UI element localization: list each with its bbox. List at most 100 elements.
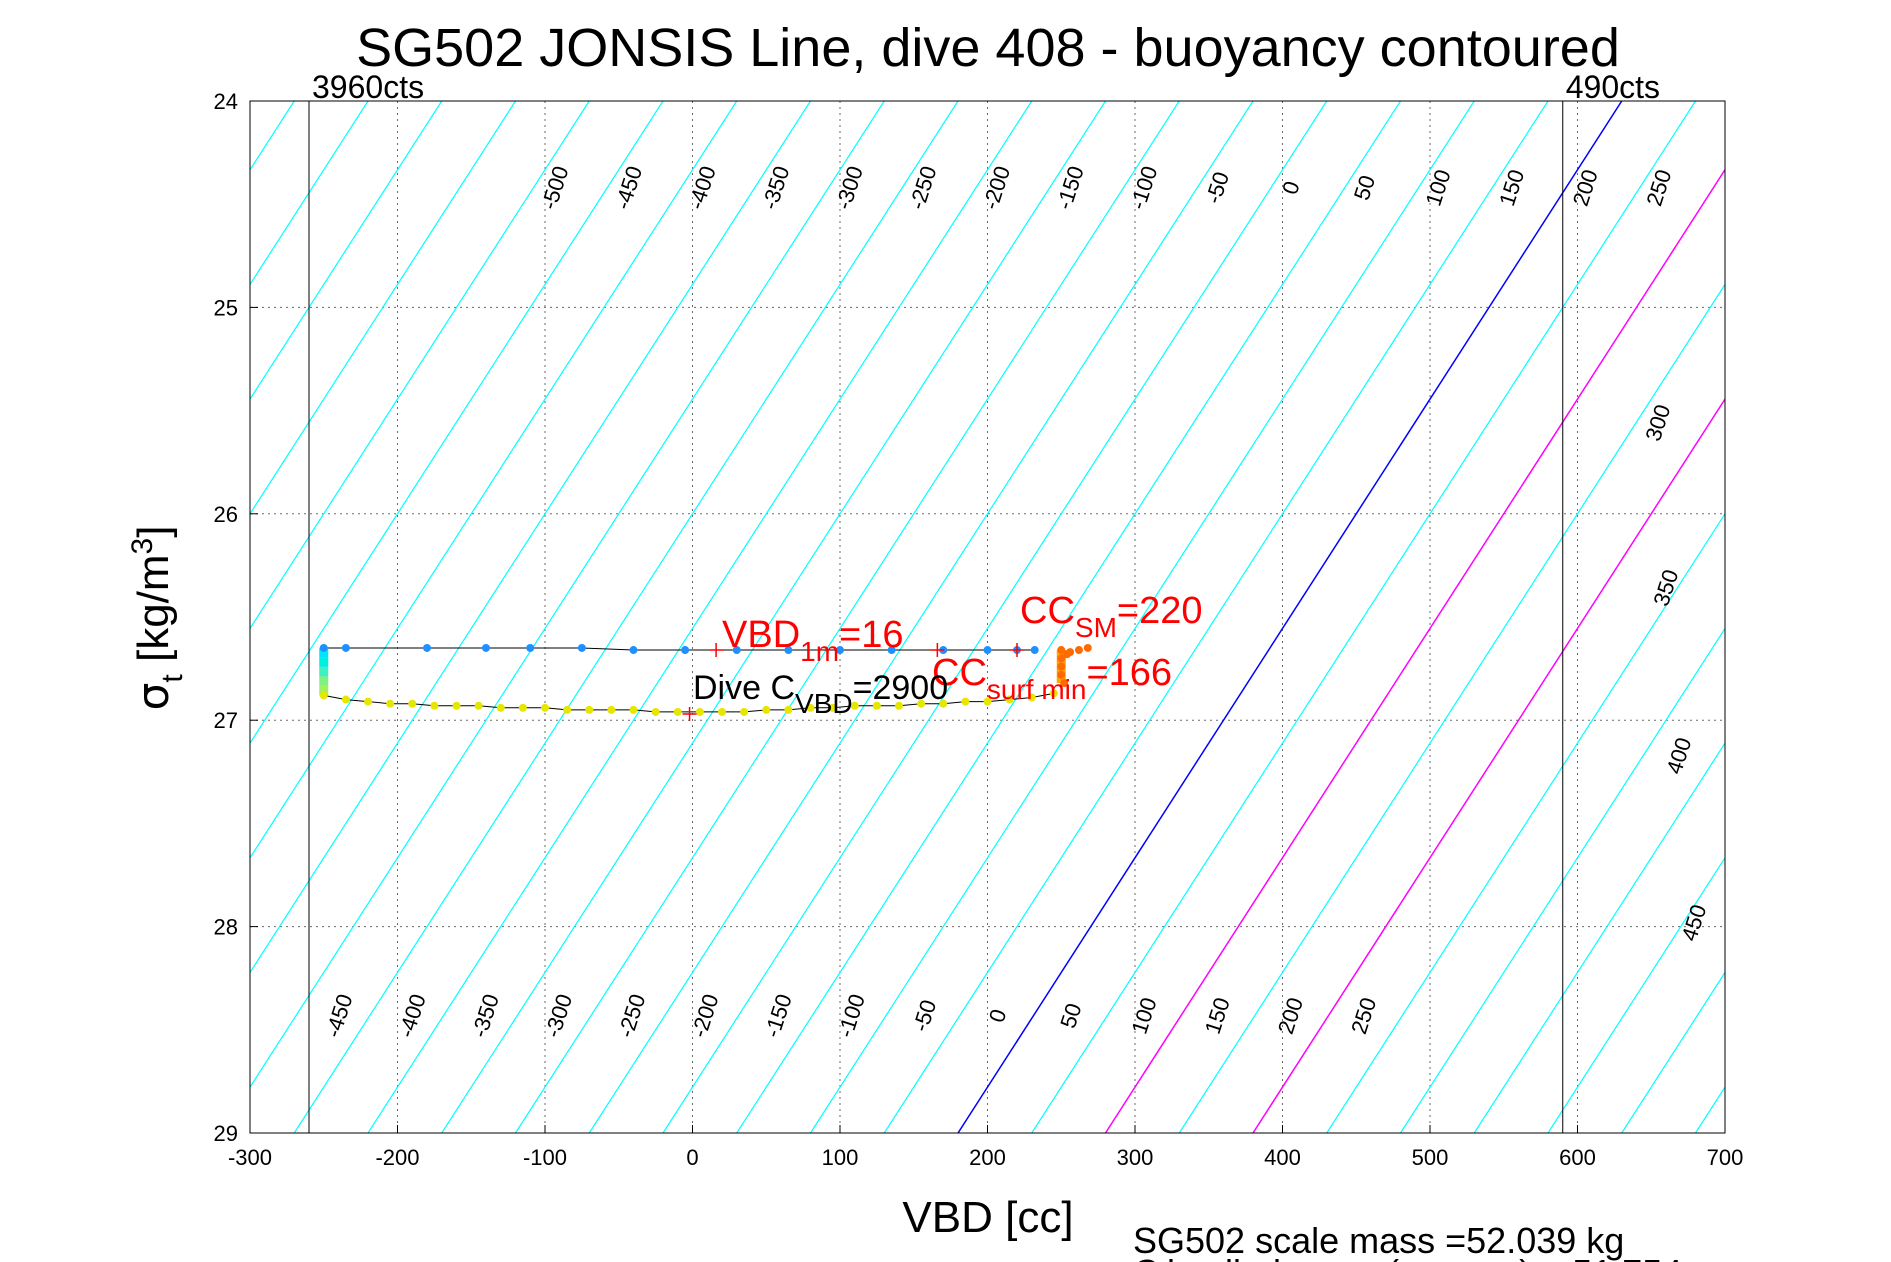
climb-point	[695, 707, 704, 716]
contour-line	[883, 101, 1549, 1133]
contour-line	[250, 101, 590, 630]
contour-line	[588, 101, 1254, 1133]
climb-point	[1005, 695, 1014, 704]
contour-label-bottom: -50	[908, 997, 942, 1035]
climb-point	[364, 697, 372, 706]
contour-line	[1621, 971, 1725, 1133]
contour-label-bottom: 100	[1127, 994, 1162, 1037]
plus-marker	[709, 643, 724, 658]
x-tick-label: -100	[523, 1145, 567, 1170]
dive-point	[784, 646, 793, 655]
climb-point	[518, 703, 527, 712]
count-limit-lines: 3960cts 490cts	[308, 69, 1660, 1133]
x-axis-label: VBD [cc]	[902, 1193, 1073, 1242]
contour-label-bottom: 50	[1055, 1000, 1086, 1031]
apogee-point	[1083, 643, 1092, 652]
contour-line	[250, 101, 443, 401]
x-tick-label: 500	[1412, 1145, 1449, 1170]
x-axis-ticks: -300 -200 -100 0 100 200 300 400 500 600 700	[228, 1125, 1743, 1170]
dive-point	[1030, 646, 1039, 655]
contour-line	[367, 101, 1033, 1133]
contour-line	[1252, 397, 1725, 1133]
climb-point	[408, 699, 417, 708]
apogee-point	[1060, 679, 1069, 688]
climb-point	[563, 705, 572, 714]
climb-point	[828, 703, 837, 712]
climb-point	[629, 705, 638, 714]
count-limit-label: 490cts	[1566, 69, 1660, 105]
contour-label-bottom: 200	[1273, 994, 1308, 1037]
climb-point	[651, 707, 660, 716]
apogee-point	[1057, 646, 1066, 655]
climb-point	[939, 699, 948, 708]
contour-label-bottom: -150	[759, 991, 796, 1041]
dive-point	[681, 646, 690, 655]
contour-line	[1547, 856, 1725, 1133]
x-tick-label: 100	[822, 1145, 859, 1170]
contour-line	[1178, 283, 1725, 1133]
contour-line	[250, 101, 664, 745]
contour-line	[514, 101, 1180, 1133]
x-tick-label: 400	[1264, 1145, 1301, 1170]
contour-label-top: -450	[610, 163, 647, 213]
contour-label-top: 0	[1277, 178, 1305, 197]
climb-point	[895, 701, 903, 710]
apogee-point	[1074, 646, 1083, 655]
contour-label-top: 50	[1349, 172, 1380, 203]
contour-label-bottom: -100	[833, 991, 870, 1041]
contour-line	[250, 101, 885, 1089]
annotation-dive-c-vbd: Dive CVBD=2900	[693, 669, 948, 719]
y-tick-label: 25	[214, 295, 238, 320]
dive-point	[887, 646, 896, 655]
svg-text:VBD1m=16: VBD1m=16	[722, 614, 904, 667]
climb-point	[850, 701, 859, 710]
contour-label-top: 200	[1568, 166, 1603, 209]
climb-point	[452, 701, 461, 710]
y-tick-label: 27	[214, 708, 238, 733]
plus-marker	[930, 643, 945, 658]
contour-line	[250, 101, 812, 974]
contour-label-top: 100	[1421, 166, 1456, 209]
chart-title: SG502 JONSIS Line, dive 408 - buoyancy c…	[356, 18, 1620, 78]
annotation-cc-sm: CCSM=220	[1020, 590, 1202, 643]
contour-label-bottom: -400	[393, 991, 430, 1041]
dive-point	[836, 646, 844, 655]
dive-point	[577, 643, 586, 652]
footer-scale-mass: SG502 scale mass =52.039 kg	[1133, 1220, 1624, 1261]
svg-text:σt [kg/m3]: σt [kg/m3]	[126, 526, 189, 711]
contour-line	[1031, 101, 1697, 1133]
contour-label-top: -100	[1125, 163, 1162, 213]
contour-line	[662, 101, 1328, 1133]
contour-label-right: 350	[1648, 566, 1683, 609]
contour-line	[1473, 742, 1725, 1133]
climb-point	[607, 705, 616, 714]
climb-point	[474, 701, 483, 710]
climb-point	[740, 707, 749, 716]
climb-point	[718, 707, 726, 716]
svg-text:CCsurf min=166: CCsurf min=166	[932, 652, 1172, 705]
contour-label-right: 450	[1676, 901, 1711, 944]
contour-label-bottom: 0	[984, 1006, 1012, 1025]
x-tick-label: -200	[375, 1145, 419, 1170]
y-tick-label: 29	[214, 1121, 238, 1146]
dive-point	[526, 643, 535, 652]
climb-point	[961, 697, 970, 706]
dive-point	[482, 643, 490, 652]
dive-point	[319, 643, 328, 652]
annotation-cc-surf-min: CCsurf min=166	[932, 652, 1172, 705]
climb-point	[1049, 689, 1058, 698]
footer-implied-mass: Cimplied mass (apogee) = 51.754	[1133, 1252, 1682, 1262]
data-series	[319, 643, 1092, 716]
climb-point	[386, 699, 395, 708]
contour-label-bottom: 150	[1200, 994, 1235, 1037]
contour-label-bottom: 250	[1346, 994, 1381, 1037]
contour-line	[441, 101, 1107, 1133]
climb-point	[430, 701, 439, 710]
contour-label-top: 250	[1641, 166, 1676, 209]
climb-point	[1027, 693, 1036, 702]
contour-line	[250, 101, 738, 859]
contour-label-bottom: -200	[686, 991, 723, 1041]
reference-markers	[682, 643, 1024, 722]
dive-point	[629, 646, 638, 655]
